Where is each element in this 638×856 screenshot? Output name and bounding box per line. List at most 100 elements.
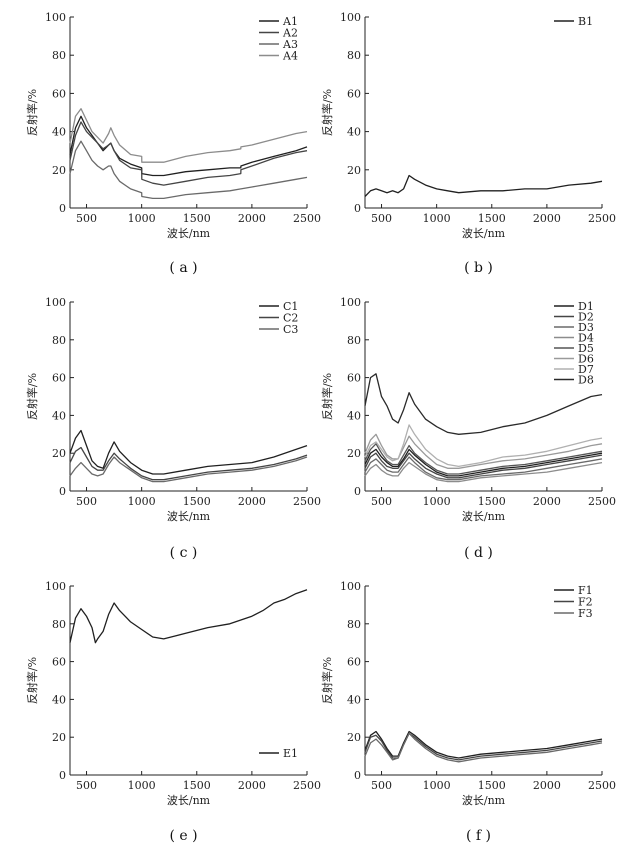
series-line-a4 — [69, 108, 308, 163]
series-line-f2 — [364, 732, 603, 761]
y-tick-label: 60 — [52, 656, 66, 669]
x-tick-label: 2500 — [293, 495, 321, 508]
panel-label: ( e ) — [169, 828, 197, 844]
x-tick-label: 1500 — [183, 212, 211, 225]
x-tick-label: 500 — [371, 779, 392, 792]
y-tick-label: 100 — [45, 296, 66, 309]
legend-entry: B1 — [578, 15, 593, 28]
x-tick-label: 2000 — [238, 212, 266, 225]
y-axis-label: 反射率/% — [25, 89, 39, 136]
chart-panel-d: 0 20 40 60 80 100 500 1000 1500 2000 2500 波长/nm 反射率/… — [320, 296, 616, 561]
x-tick-label: 1000 — [128, 495, 156, 508]
panel-label: ( a ) — [169, 260, 197, 276]
x-axis-label: 波长/nm — [462, 227, 506, 240]
y-tick-label: 0 — [59, 769, 66, 782]
series-line-a1 — [69, 115, 308, 177]
legend-entry: D6 — [578, 353, 594, 366]
legend-entry: D3 — [578, 321, 594, 334]
x-axis-label: 波长/nm — [167, 794, 211, 807]
x-tick-label: 500 — [371, 495, 392, 508]
chart-panel-c: 0 20 40 60 80 100 500 1000 1500 2000 2500 波长/nm 反射率/… — [25, 296, 321, 561]
x-tick-label: 500 — [76, 212, 97, 225]
legend-entry: C2 — [283, 312, 298, 325]
series-line-f3 — [364, 732, 603, 763]
legend-entry: C1 — [283, 300, 298, 313]
x-tick-label: 1000 — [423, 779, 451, 792]
y-axis-label: 反射率/% — [320, 373, 334, 420]
series-line-d6 — [364, 433, 603, 469]
y-tick-label: 0 — [354, 485, 361, 498]
y-tick-label: 80 — [52, 49, 66, 62]
y-tick-label: 0 — [354, 202, 361, 215]
legend-entry: D5 — [578, 342, 594, 355]
x-tick-label: 1500 — [478, 212, 506, 225]
x-tick-label: 2000 — [238, 779, 266, 792]
y-tick-label: 60 — [347, 656, 361, 669]
x-tick-label: 1000 — [128, 779, 156, 792]
series-line-f1 — [364, 730, 603, 759]
x-tick-label: 500 — [76, 495, 97, 508]
series-line-d7 — [364, 424, 603, 468]
y-tick-label: 0 — [59, 485, 66, 498]
y-tick-label: 40 — [347, 409, 361, 422]
y-tick-label: 100 — [45, 580, 66, 593]
legend-entry: F3 — [578, 607, 593, 620]
series-line-c1 — [69, 429, 308, 475]
x-tick-label: 2500 — [293, 779, 321, 792]
x-axis-label: 波长/nm — [462, 510, 506, 523]
y-tick-label: 80 — [52, 334, 66, 347]
legend-entry: F2 — [578, 596, 593, 609]
legend-entry: D8 — [578, 374, 594, 387]
y-tick-label: 100 — [340, 580, 361, 593]
chart-panel-f: 0 20 40 60 80 100 500 1000 1500 2000 2500 波长/nm 反射率/… — [320, 580, 616, 844]
legend-entry: E1 — [283, 747, 298, 760]
y-tick-label: 40 — [347, 693, 361, 706]
x-tick-label: 2500 — [293, 212, 321, 225]
x-tick-label: 1500 — [478, 779, 506, 792]
y-tick-label: 20 — [347, 447, 361, 460]
legend-entry: D4 — [578, 332, 594, 345]
series-line-d8 — [364, 373, 603, 435]
series-line-d5 — [364, 443, 603, 475]
x-tick-label: 2000 — [238, 495, 266, 508]
x-tick-label: 1000 — [423, 495, 451, 508]
series-line-d4 — [364, 461, 603, 483]
x-tick-label: 1500 — [183, 495, 211, 508]
y-tick-label: 20 — [347, 164, 361, 177]
legend-entry: D1 — [578, 300, 594, 313]
x-tick-label: 2500 — [588, 212, 616, 225]
y-tick-label: 40 — [52, 409, 66, 422]
x-axis-label: 波长/nm — [167, 227, 211, 240]
legend-entry: C3 — [283, 323, 298, 336]
y-tick-label: 0 — [59, 202, 66, 215]
legend-entry: A2 — [282, 27, 298, 40]
y-tick-label: 40 — [52, 126, 66, 139]
x-tick-label: 1000 — [423, 212, 451, 225]
legend-entry: D2 — [578, 311, 594, 324]
series-line-a2 — [69, 121, 308, 186]
panel-label: ( c ) — [170, 545, 198, 561]
y-tick-label: 100 — [340, 296, 361, 309]
legend-entry: A4 — [282, 50, 298, 63]
series-line-e1 — [69, 589, 308, 644]
series-line-d2 — [364, 452, 603, 479]
y-tick-label: 60 — [347, 372, 361, 385]
y-tick-label: 80 — [347, 618, 361, 631]
legend-entry: A3 — [282, 38, 298, 51]
y-tick-label: 40 — [52, 693, 66, 706]
x-axis-label: 波长/nm — [167, 510, 211, 523]
chart-panel-e: 0 20 40 60 80 100 500 1000 1500 2000 2500 波长/nm 反射率/… — [25, 580, 321, 844]
y-tick-label: 60 — [347, 87, 361, 100]
panel-label: ( b ) — [464, 260, 493, 276]
y-axis-label: 反射率/% — [25, 373, 39, 420]
series-line-d1 — [364, 448, 603, 477]
y-tick-label: 40 — [347, 126, 361, 139]
x-tick-label: 2000 — [533, 212, 561, 225]
x-axis-label: 波长/nm — [462, 794, 506, 807]
x-tick-label: 1500 — [478, 495, 506, 508]
legend-entry: A1 — [282, 15, 298, 28]
y-tick-label: 100 — [340, 11, 361, 24]
chart-panel-a: 0 20 40 60 80 100 500 1000 1500 2000 2500 波长/nm 反射率/… — [25, 11, 321, 276]
x-tick-label: 1500 — [183, 779, 211, 792]
